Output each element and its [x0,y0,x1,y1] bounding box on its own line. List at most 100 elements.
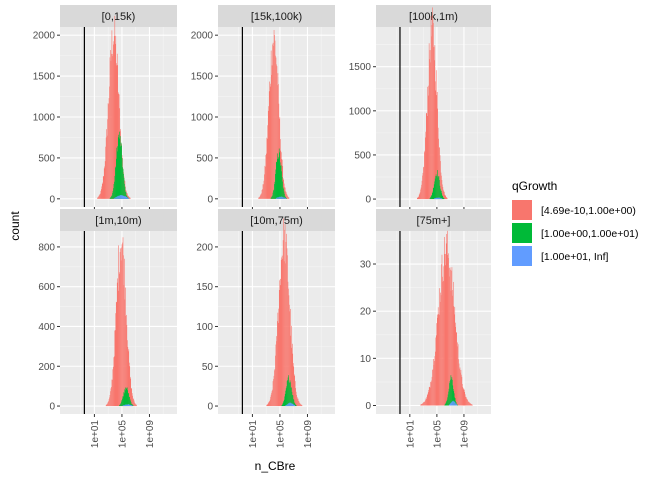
histogram-bar [466,398,468,406]
histogram-bar [117,65,118,199]
histogram-bar [115,197,117,199]
histogram-bar [439,197,440,200]
histogram-bar [417,197,419,200]
histogram-bar [445,243,447,406]
histogram-bar [300,404,301,407]
histogram-bar [440,292,441,406]
histogram-bar [122,167,123,199]
y-tick-label: 0 [49,194,55,205]
y-tick-label: 800 [38,242,55,253]
histogram-bar [114,15,116,199]
histogram-bar [258,197,260,199]
histogram-bar [429,50,431,200]
histogram-bar [117,195,119,199]
histogram-bar [123,196,125,199]
histogram-bar [286,193,287,199]
histogram-bar [126,324,128,407]
histogram-bar [468,401,469,406]
histogram-bar [124,187,126,199]
histogram-bar [126,314,127,407]
histogram-bar [290,308,291,407]
histogram-bar [284,393,286,407]
histogram-bar [434,60,435,200]
histogram-bar [295,391,297,407]
histogram-bar [435,70,437,200]
histogram-bar [110,391,111,407]
histogram-bar [269,81,271,199]
histogram-bar [116,158,117,199]
histogram-bar [293,398,294,407]
histogram-bar [124,183,125,199]
histogram-bar [119,273,120,407]
histogram-bar [425,400,426,406]
histogram-series [258,29,290,199]
histogram-bar [273,190,274,199]
histogram-bar [275,169,277,199]
histogram-bar [265,155,267,199]
histogram-bar [118,245,119,407]
histogram-bar [471,404,472,406]
histogram-bar [280,165,282,199]
facet-title: [75m+] [417,215,451,227]
histogram-bar [122,242,123,407]
histogram-bar [127,404,129,407]
facet-title: [10m,75m) [250,215,303,227]
histogram-bar [298,400,299,407]
histogram-series [109,131,129,199]
histogram-bar [121,401,122,407]
histogram-bar [125,192,127,199]
histogram-bar [125,315,127,407]
facet-panel: [15k,100k) 0 500 1000 1500 2000 [191,5,335,210]
x-tick-label: 1e+09 [145,420,156,449]
histogram-bar [452,385,454,406]
histogram-bar [287,403,289,407]
histogram-bar [116,196,117,199]
histogram-bar [299,403,301,407]
histogram-bar [439,147,440,200]
histogram-bar [416,197,418,200]
histogram-bar [434,198,436,200]
histogram-bar [110,196,112,199]
histogram-bar [436,335,437,406]
histogram-bar [132,398,134,407]
histogram-bar [422,172,424,200]
histogram-bar [134,403,136,407]
y-tick-label: 0 [207,194,213,205]
histogram-bar [105,404,107,407]
histogram-bar [462,389,464,406]
histogram-bar [119,404,120,407]
facet-panel: [1m,10m) 0 200 400 600 800 1e+01 1e+05 1e+09 [38,209,177,448]
histogram-bar [427,395,428,406]
histogram-bar [115,197,116,199]
histogram-bar [114,197,115,199]
histogram-bar [283,218,284,407]
histogram-bar [454,401,455,406]
histogram-bar [278,322,279,407]
histogram-bar [446,399,448,406]
histogram-bar [269,86,271,199]
histogram-bar [121,158,123,199]
histogram-bar [128,396,130,407]
histogram-bar [284,187,286,199]
histogram-bar [103,168,105,199]
histogram-bar [436,176,437,200]
histogram-bar [114,36,115,199]
histogram-bar [437,197,438,200]
histogram-bar [292,394,293,407]
histogram-bar [130,402,132,407]
histogram-bar [281,176,283,199]
histogram-bar [420,404,421,406]
histogram-bar [281,196,282,199]
y-tick-label: 1500 [33,72,56,83]
histogram-bar [452,290,454,406]
histogram-bar [431,195,432,200]
histogram-bar [129,396,130,407]
histogram-bar [285,196,286,199]
histogram-bar [441,180,443,200]
histogram-bar [122,169,124,199]
legend-label: [1.00e+01, Inf] [541,251,609,263]
histogram-bar [289,402,290,407]
histogram-bar [424,152,425,200]
histogram-bar [122,405,124,407]
